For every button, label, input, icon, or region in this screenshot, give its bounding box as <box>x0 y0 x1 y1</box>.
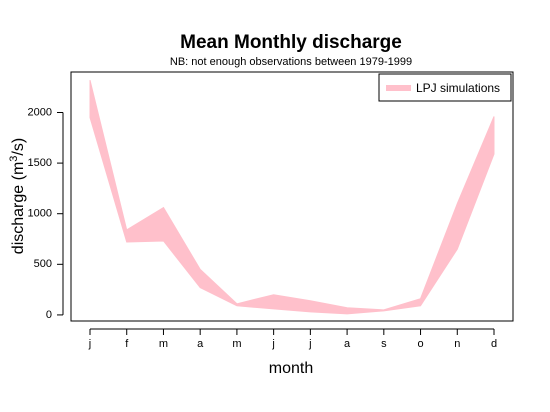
y-tick-label-2000: 2000 <box>28 106 52 118</box>
legend-label-lpj-simulations: LPJ simulations <box>416 81 500 95</box>
series-area-layer <box>89 79 495 315</box>
x-tick-label-7: a <box>344 338 351 350</box>
y-tick-label-500: 500 <box>34 258 52 270</box>
y-axis-title: discharge (m3/s) <box>8 138 27 254</box>
legend: LPJ simulations <box>378 73 512 102</box>
y-axis-title-sup: 3 <box>8 156 20 162</box>
y-axis-title-end: /s) <box>10 138 27 156</box>
x-tick-label-4: m <box>232 338 241 350</box>
plot-frame <box>70 71 514 322</box>
x-tick-label-0: j <box>88 338 91 350</box>
y-axis-title-main: discharge (m <box>10 162 27 254</box>
x-axis-title: month <box>269 360 313 377</box>
x-tick-label-3: a <box>197 338 204 350</box>
y-tick-label-1000: 1000 <box>28 208 52 220</box>
x-tick-label-5: j <box>271 338 274 350</box>
x-tick-label-11: d <box>491 338 497 350</box>
series-band-lpj-simulations <box>89 79 495 315</box>
y-axis: 0 500 1000 1500 2000 <box>28 106 64 321</box>
chart-subtitle: NB: not enough observations between 1979… <box>170 56 412 68</box>
chart-title: Mean Monthly discharge <box>180 32 402 53</box>
y-tick-label-0: 0 <box>46 309 52 321</box>
x-tick-label-2: m <box>159 338 168 350</box>
x-tick-label-8: s <box>381 338 387 350</box>
x-tick-label-10: n <box>454 338 460 350</box>
x-tick-label-1: f <box>125 338 129 350</box>
y-tick-label-1500: 1500 <box>28 157 52 169</box>
x-tick-label-6: j <box>308 338 311 350</box>
x-tick-label-9: o <box>417 338 423 350</box>
